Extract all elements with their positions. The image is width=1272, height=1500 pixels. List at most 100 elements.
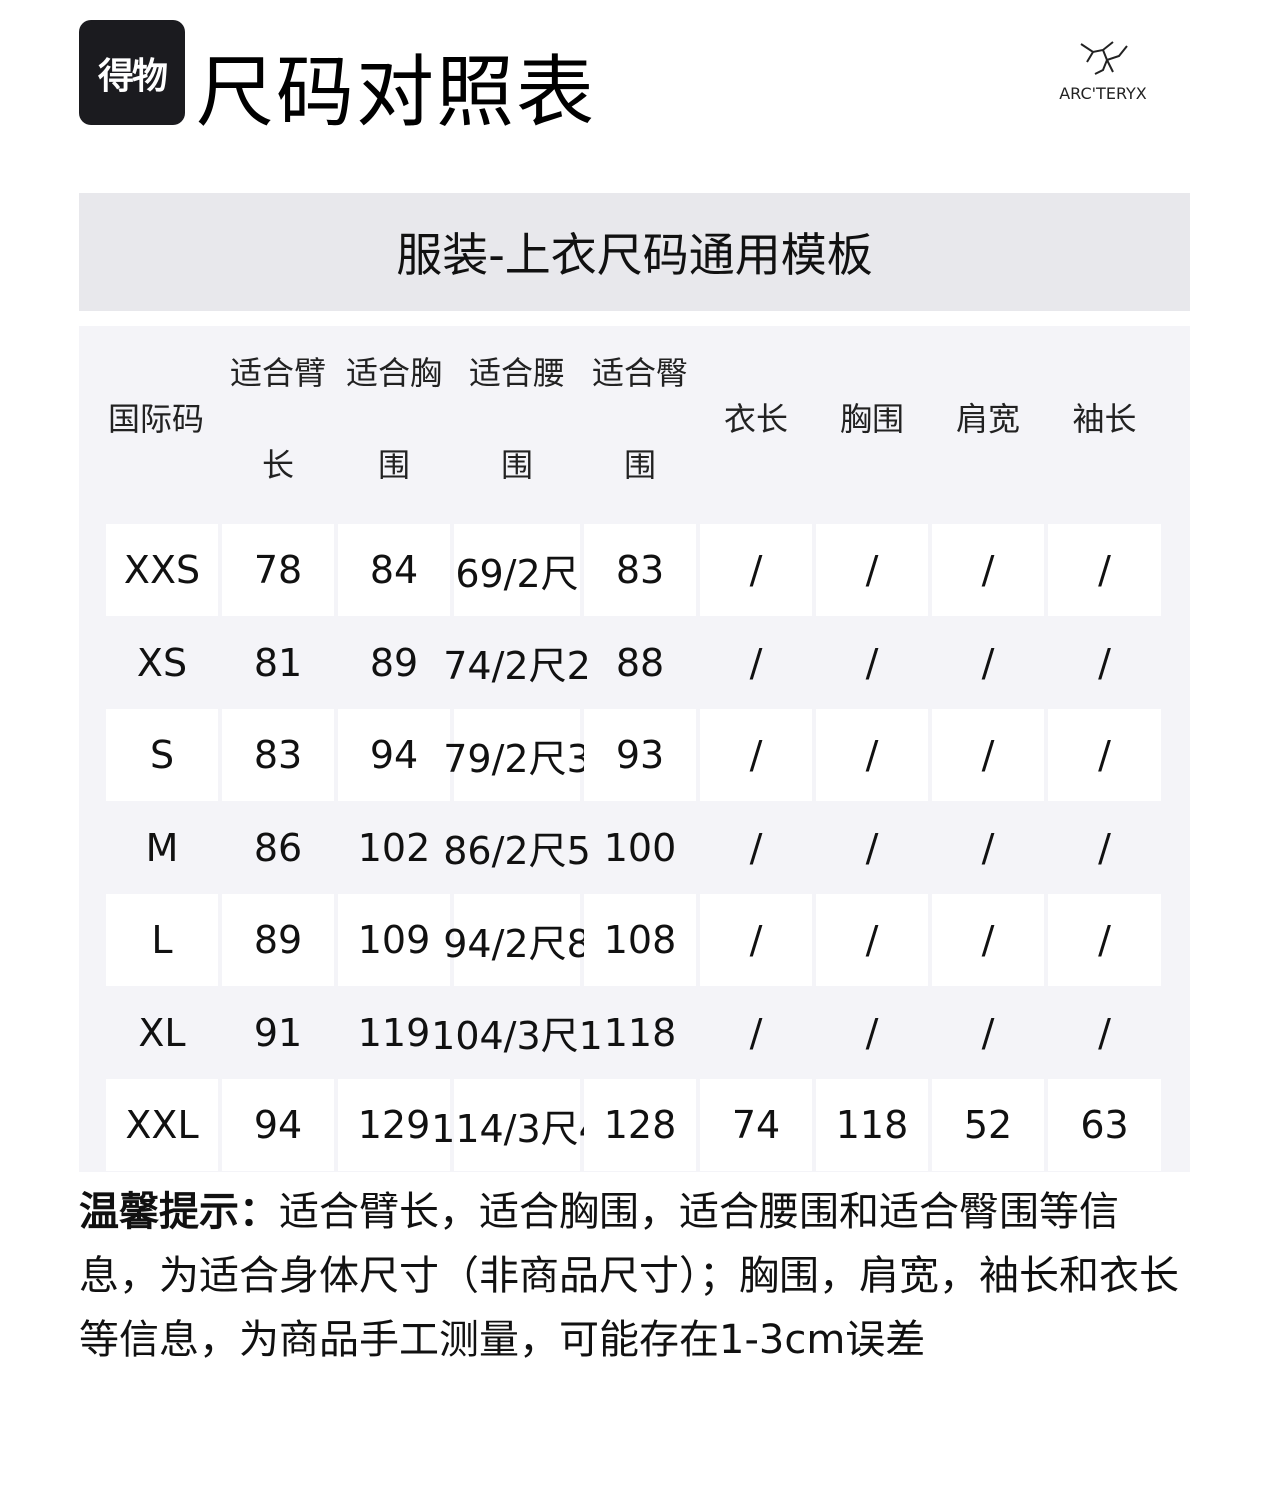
table-cell: M xyxy=(145,825,179,870)
column-header: 适合腰围 xyxy=(448,350,586,488)
table-row: L 89 109 94/2尺8 108// / / xyxy=(106,894,1161,986)
header-line2: 长 xyxy=(261,446,294,484)
page-title: 尺码对照表 xyxy=(196,48,597,138)
table-cell: 102 xyxy=(357,825,431,870)
header-line1: 适合腰 xyxy=(468,354,565,392)
table-cell: 81 xyxy=(253,640,303,685)
table-cell: 100 xyxy=(603,825,677,870)
table-cell: 91 xyxy=(253,1010,303,1055)
archaeopteryx-icon xyxy=(1080,41,1128,75)
table-cell: 83 xyxy=(222,709,334,801)
table-cell: 86/2尺5 xyxy=(443,829,591,873)
table-cell: / xyxy=(700,709,812,801)
table-row: M 86 102 86/2尺5 100 / / / / xyxy=(106,802,1161,894)
column-header: 国际码 xyxy=(94,396,218,442)
table-cell: S xyxy=(106,709,218,801)
table-cell: L xyxy=(106,894,218,986)
table-cell: / xyxy=(981,825,995,870)
column-header: 肩宽 xyxy=(926,396,1050,442)
table-cell: XL xyxy=(138,1010,186,1055)
table-cell: / xyxy=(816,524,928,616)
table-cell: / xyxy=(1098,1010,1111,1055)
table-cell: / xyxy=(865,1010,879,1055)
table-cell: 86 xyxy=(253,825,303,870)
table-cell: 83 xyxy=(584,524,696,616)
table-cell: 119 xyxy=(357,1010,431,1055)
note-label: 温馨提示： xyxy=(79,1189,279,1235)
table-cell: / xyxy=(1098,640,1111,685)
table-cell: / xyxy=(816,709,928,801)
table-cell: 94 xyxy=(222,1079,334,1171)
column-header: 适合胸围 xyxy=(332,350,456,488)
table-cell: XXL xyxy=(106,1079,218,1171)
header-line1: 适合臀 xyxy=(591,354,688,392)
section-title: 服装-上衣尺码通用模板 xyxy=(79,193,1190,311)
table-row: S 83 94 79/2尺3 93// / / xyxy=(106,709,1161,801)
logo-text: 得物 xyxy=(97,55,168,97)
header-line2: 围 xyxy=(500,446,533,484)
table-cell: 69/2尺 xyxy=(454,524,580,616)
header-line1: 适合臂 xyxy=(229,354,326,392)
note-text: 适合臂长，适合胸围，适合腰围和适合臀围等信息，为适合身体尺寸（非商品尺寸）；胸围… xyxy=(79,1189,1179,1363)
table-cell: / xyxy=(865,825,879,870)
table-cell: 52 xyxy=(932,1079,1044,1171)
table-cell: 128 xyxy=(584,1079,696,1171)
table-cell: / xyxy=(1098,825,1111,870)
table-cell: 63 xyxy=(1048,1079,1161,1171)
table-cell: 94/2尺8 xyxy=(443,894,591,986)
table-row: XXS 78 84 69/2尺 83// / / xyxy=(106,524,1161,616)
table-cell: / xyxy=(700,894,812,986)
table-cell: / xyxy=(749,825,763,870)
table-cell: 79/2尺3 xyxy=(443,709,591,801)
header-line1: 衣长 xyxy=(723,400,788,438)
column-header: 适合臂长 xyxy=(216,350,340,488)
table-cell: 104/3尺1 xyxy=(431,1014,603,1058)
table-cell: / xyxy=(749,640,763,685)
size-table: 国际码 适合臂长适合胸围适合腰围适合臀围衣长 胸围 肩宽 袖长 XXS 78 84 69/2尺 8… xyxy=(79,326,1190,1172)
table-cell: / xyxy=(1048,894,1161,986)
table-cell: / xyxy=(816,894,928,986)
table-cell: 94 xyxy=(338,709,450,801)
column-header: 胸围 xyxy=(810,396,934,442)
note: 温馨提示：适合臂长，适合胸围，适合腰围和适合臀围等信息，为适合身体尺寸（非商品尺… xyxy=(79,1180,1194,1372)
table-row: XS 81 89 74/2尺2 88 / / / / xyxy=(106,617,1161,709)
table-cell: 108 xyxy=(584,894,696,986)
table-cell: 74/2尺2 xyxy=(443,644,591,688)
table-cell: / xyxy=(981,640,995,685)
table-cell: / xyxy=(932,524,1044,616)
table-cell: 114/3尺4 xyxy=(431,1079,603,1171)
column-header: 衣长 xyxy=(694,396,818,442)
column-header: 袖长 xyxy=(1042,396,1167,442)
table-row: XL 91 119 104/3尺1 118 / / / / xyxy=(106,987,1161,1079)
header-line1: 肩宽 xyxy=(955,400,1020,438)
table-cell: / xyxy=(700,524,812,616)
table-cell: / xyxy=(749,1010,763,1055)
table-cell: 74 xyxy=(700,1079,812,1171)
table-cell: / xyxy=(865,640,879,685)
table-cell: / xyxy=(1048,524,1161,616)
table-cell: 109 xyxy=(338,894,450,986)
table-cell: / xyxy=(932,709,1044,801)
dewu-logo: 得物 xyxy=(79,20,185,125)
table-cell: 89 xyxy=(369,640,419,685)
table-cell: / xyxy=(1048,709,1161,801)
table-cell: 84 xyxy=(338,524,450,616)
column-header: 适合臀围 xyxy=(578,350,702,488)
table-cell: 93 xyxy=(584,709,696,801)
header-line1: 胸围 xyxy=(839,400,904,438)
header-line1: 国际码 xyxy=(107,400,204,438)
table-row: XXL 94 129 114/3尺4 128 74 118 52 63 xyxy=(106,1079,1161,1171)
table-cell: 129 xyxy=(338,1079,450,1171)
header-line2: 围 xyxy=(623,446,656,484)
header-line1: 袖长 xyxy=(1072,400,1137,438)
table-cell: 118 xyxy=(603,1010,677,1055)
brand-logo: ARC'TERYX xyxy=(1050,38,1156,103)
table-cell: 89 xyxy=(222,894,334,986)
table-cell: XXS xyxy=(106,524,218,616)
table-cell: XS xyxy=(136,640,188,685)
table-cell: 88 xyxy=(615,640,665,685)
table-cell: / xyxy=(981,1010,995,1055)
table-cell: / xyxy=(932,894,1044,986)
brand-name: ARC'TERYX xyxy=(1059,84,1147,103)
table-cell: 78 xyxy=(222,524,334,616)
